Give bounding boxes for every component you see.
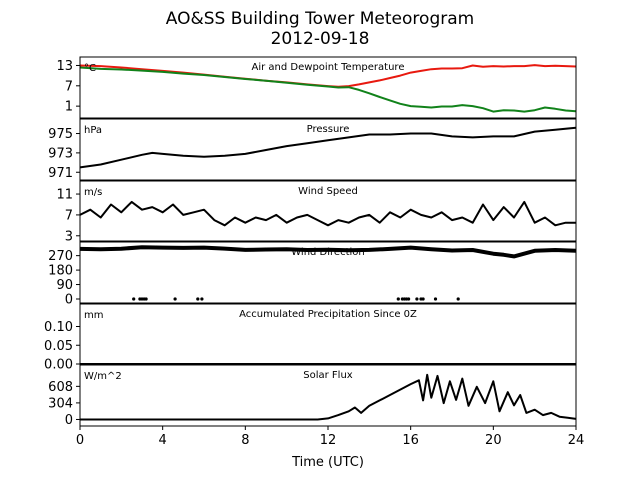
- unit-label: W/m^2: [84, 371, 122, 382]
- x-tick-label: 16: [402, 433, 419, 448]
- wind-direction-point: [415, 297, 419, 301]
- panel-title: Accumulated Precipitation Since 0Z: [239, 309, 417, 320]
- y-tick-label: 7: [65, 208, 73, 223]
- panel-frame-5: [79, 303, 577, 365]
- series-line-3-1: [79, 200, 576, 227]
- y-tick-label: 0.00: [44, 358, 73, 373]
- wind-direction-point: [407, 297, 411, 301]
- x-tick-label: 8: [241, 433, 249, 448]
- unit-label: mm: [84, 310, 103, 321]
- series-line-6-1: [80, 373, 577, 421]
- y-tick-label: 1: [65, 100, 73, 115]
- wind-direction-point: [173, 297, 177, 301]
- wind-direction-point: [200, 297, 204, 301]
- unit-label: °C: [84, 63, 96, 74]
- panel-frame-1: [79, 56, 577, 119]
- y-tick-label: 0.05: [44, 339, 73, 354]
- series-line-2-1: [79, 126, 577, 169]
- panel-frame-3: [79, 180, 577, 242]
- figure-subtitle: 2012-09-18: [271, 29, 370, 49]
- panel-title: Wind Direction: [291, 247, 365, 258]
- x-axis-label: Time (UTC): [291, 455, 364, 470]
- x-tick-label: 12: [320, 433, 337, 448]
- y-tick-label: 0.10: [44, 320, 73, 335]
- series-line-1-2: [79, 66, 577, 113]
- panel-frame-2: [79, 118, 577, 181]
- x-tick-label: 0: [76, 433, 84, 448]
- panel-title: Wind Speed: [298, 186, 358, 197]
- wind-direction-point: [421, 297, 425, 301]
- wind-direction-point: [132, 297, 136, 301]
- y-tick-label: 0: [65, 292, 73, 307]
- panel-title: Solar Flux: [303, 370, 353, 381]
- y-tick-label: 971: [48, 166, 73, 181]
- wind-direction-point: [456, 297, 460, 301]
- panel-frame-4: [79, 241, 577, 304]
- panel-3: 3 7 11 m/s Wind Speed: [56, 180, 577, 244]
- x-axis: 0 4 8 12 16 20 24: [76, 426, 584, 448]
- panel-5: 0.00 0.05 0.10 mm Accumulated Precipitation …: [44, 303, 577, 373]
- y-tick-label: 13: [56, 59, 73, 74]
- y-tick-label: 3: [65, 229, 73, 244]
- y-tick-label: 90: [56, 278, 73, 293]
- unit-label: m/s: [84, 187, 102, 198]
- figure-title: AO&SS Building Tower Meteorogram: [166, 9, 474, 29]
- unit-label: hPa: [84, 125, 102, 136]
- y-tick-label: 11: [56, 188, 73, 203]
- y-tick-label: 7: [65, 79, 73, 94]
- x-tick-label: 24: [568, 433, 585, 448]
- y-tick-label: 304: [48, 396, 73, 411]
- panel-title: Pressure: [307, 124, 350, 135]
- wind-direction-point: [196, 297, 200, 301]
- y-tick-label: 180: [48, 264, 73, 279]
- panel-2: 971 973 975 hPa Pressure: [48, 118, 577, 181]
- y-tick-label: 0: [65, 413, 73, 428]
- x-tick-label: 4: [159, 433, 167, 448]
- wind-direction-line: [79, 245, 577, 259]
- y-tick-label: 975: [48, 127, 73, 142]
- y-tick-label: 270: [48, 249, 73, 264]
- x-tick-label: 20: [485, 433, 502, 448]
- y-tick-label: 973: [48, 146, 73, 161]
- wind-direction-point: [396, 297, 400, 301]
- panel-1: 1 7 13 °C Air and Dewpoint Temperature: [56, 56, 577, 119]
- wind-direction-point: [433, 297, 438, 301]
- wind-direction-point: [144, 297, 148, 301]
- panels: 1 7 13 °C Air and Dewpoint Temperature 971 973…: [44, 56, 577, 428]
- y-tick-label: 608: [48, 380, 73, 395]
- panel-title: Air and Dewpoint Temperature: [252, 62, 405, 73]
